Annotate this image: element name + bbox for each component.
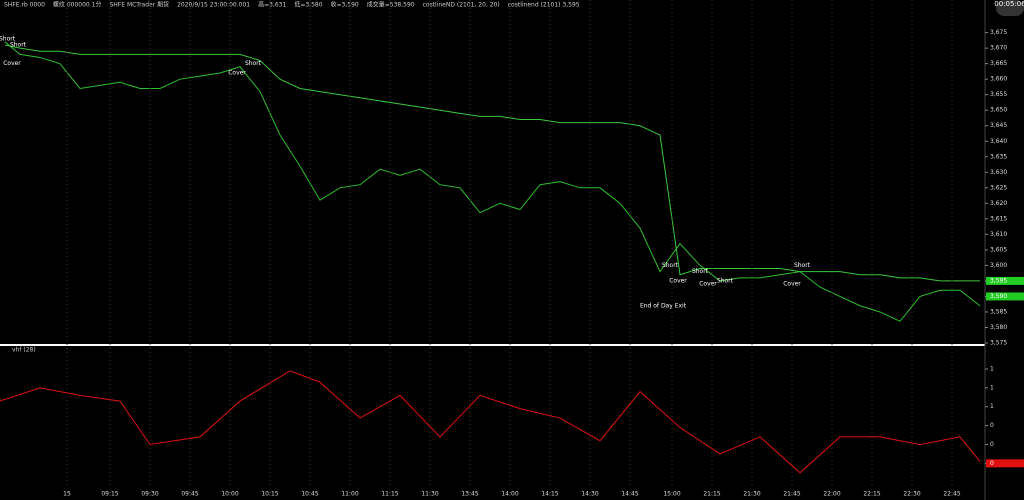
- annotation: End of Day Exit: [640, 302, 687, 309]
- x-tick-label: 14:00: [501, 491, 518, 498]
- x-tick-label: 10:45: [301, 491, 318, 498]
- x-tick-label: 22:00: [823, 491, 840, 498]
- annotation: Short: [0, 35, 16, 42]
- y-tick-label: 1: [990, 384, 994, 391]
- timer-badge: [996, 0, 1024, 16]
- annotation: Cover: [699, 281, 717, 288]
- x-tick-label: 09:45: [181, 491, 198, 498]
- y-tick-label: 3,670: [990, 45, 1007, 52]
- toolbar-item: 2020/9/15 23:00:00.001: [177, 2, 250, 9]
- series-line: [4, 41, 981, 322]
- toolbar-item: 收=3,590: [331, 1, 359, 9]
- y-tick-label: 3,635: [990, 153, 1007, 160]
- x-tick-label: 09:30: [141, 491, 158, 498]
- series-line: [4, 44, 980, 282]
- timer: 00:05:06: [994, 0, 1024, 8]
- annotation: Cover: [228, 69, 246, 76]
- x-tick-label: 14:45: [621, 491, 638, 498]
- y-tick-label: 3,625: [990, 184, 1007, 191]
- toolbar-item: 成交量=538,590: [367, 1, 415, 9]
- y-tick-label: 3,575: [990, 340, 1007, 347]
- annotation: Short: [245, 60, 262, 67]
- y-tick-label: 3,660: [990, 76, 1007, 83]
- annotation: Short: [794, 262, 811, 269]
- y-tick-label: 3,630: [990, 169, 1007, 176]
- x-tick-label: 21:45: [783, 491, 800, 498]
- annotation: Short: [10, 42, 27, 49]
- y-tick-label: 3,675: [990, 29, 1007, 36]
- annotation: Short: [692, 268, 709, 275]
- x-tick-label: 13:45: [461, 491, 478, 498]
- toolbar-item: 螺纹 000000 1分: [53, 1, 102, 9]
- y-tick-label: 3,600: [990, 262, 1007, 269]
- x-tick-label: 14:15: [541, 491, 558, 498]
- x-tick-label: 11:30: [421, 491, 438, 498]
- x-tick-label: 15:00: [663, 491, 680, 498]
- x-tick-label: 10:15: [261, 491, 278, 498]
- x-tick-label: 15: [63, 491, 71, 498]
- toolbar-item: costlinend (2101) 3,595: [508, 2, 580, 9]
- y-tick-label: 3,580: [990, 324, 1007, 331]
- price-marker: [986, 459, 1024, 468]
- price-marker: [986, 292, 1024, 301]
- price-marker-label: 0: [990, 460, 994, 467]
- toolbar-item: SHFE MCTrader 期货: [109, 1, 169, 9]
- annotation: Cover: [669, 277, 687, 284]
- y-tick-label: 3,640: [990, 138, 1007, 145]
- x-tick-label: 11:15: [381, 491, 398, 498]
- y-tick-label: 3,610: [990, 231, 1007, 238]
- y-tick-label: 3,615: [990, 215, 1007, 222]
- annotation: Short: [662, 262, 679, 269]
- series-line: [0, 370, 981, 474]
- x-tick-label: 21:30: [743, 491, 760, 498]
- x-tick-label: 10:00: [221, 491, 238, 498]
- x-tick-label: 21:15: [703, 491, 720, 498]
- annotation: Cover: [3, 60, 21, 67]
- y-tick-label: 0: [990, 441, 994, 448]
- annotation: Short: [717, 277, 734, 284]
- x-tick-label: 22:30: [903, 491, 920, 498]
- toolbar-item: SHFE.rb 0000: [4, 2, 45, 9]
- x-tick-label: 22:45: [943, 491, 960, 498]
- y-tick-label: 3,645: [990, 122, 1007, 129]
- y-tick-label: 1: [990, 365, 994, 372]
- y-tick-label: 3,655: [990, 91, 1007, 98]
- x-tick-label: 22:15: [863, 491, 880, 498]
- panel-title: vhf (28): [12, 347, 36, 354]
- y-tick-label: 3,665: [990, 60, 1007, 67]
- price-marker: [986, 276, 1024, 285]
- toolbar-item: 低=3,580: [294, 1, 322, 9]
- toolbar-item: costlineND (2101, 20, 20): [423, 2, 500, 9]
- y-tick-label: 1: [990, 403, 994, 410]
- y-tick-label: 0: [990, 422, 994, 429]
- x-tick-label: 14:30: [581, 491, 598, 498]
- x-tick-label: 11:00: [341, 491, 358, 498]
- toolbar-item: 高=3,631: [258, 1, 286, 9]
- y-tick-label: 3,585: [990, 308, 1007, 315]
- price-marker-label: 3,595: [990, 277, 1007, 284]
- y-tick-label: 3,605: [990, 246, 1007, 253]
- x-tick-label: 09:15: [101, 491, 118, 498]
- y-tick-label: 3,650: [990, 107, 1007, 114]
- price-marker-label: 3,590: [990, 293, 1007, 300]
- y-tick-label: 3,620: [990, 200, 1007, 207]
